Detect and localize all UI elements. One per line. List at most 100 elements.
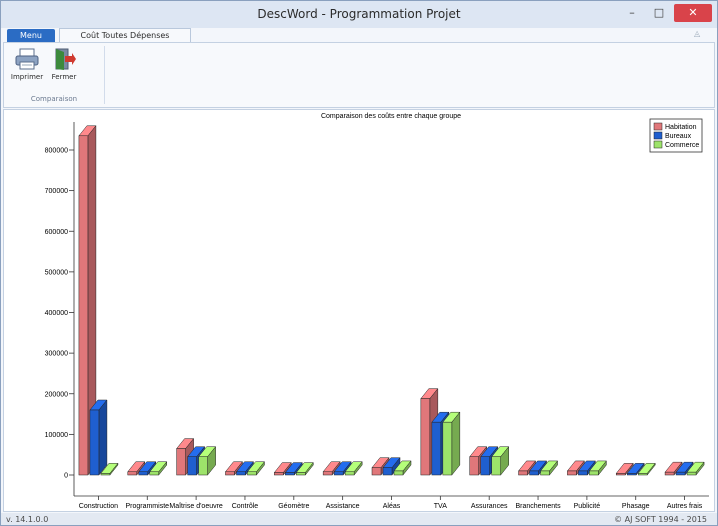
bar-front-face (296, 472, 306, 476)
version-text: v. 14.1.0.0 (6, 515, 49, 524)
bar-front-face (431, 421, 442, 476)
x-tick-label: Branchements (515, 503, 561, 510)
bar-habitation (78, 125, 97, 476)
bar-front-face (442, 421, 453, 476)
status-bar: v. 14.1.0.0 © AJ SOFT 1994 - 2015 (1, 513, 717, 525)
chart-legend: Habitation Bureaux Commerce (649, 118, 703, 153)
print-button[interactable]: Imprimer (10, 47, 44, 91)
y-tick-label: 200000 (45, 391, 68, 398)
bar-front-face (149, 471, 160, 476)
close-button-label: Fermer (51, 73, 77, 81)
bar-front-face (675, 471, 686, 476)
bar-front-face (480, 456, 490, 476)
legend-swatch-habitation (653, 122, 663, 131)
bar-front-face (578, 470, 588, 476)
ribbon-group-divider (104, 46, 105, 104)
minimize-button[interactable]: – (629, 6, 635, 19)
bar-commerce (637, 462, 656, 476)
bar-bureaux (626, 462, 645, 476)
x-tick-label: Assistance (326, 503, 360, 510)
copyright-text: © AJ SOFT 1994 - 2015 (614, 515, 707, 524)
bar-front-face (78, 135, 89, 476)
bar-front-face (176, 448, 186, 476)
bar-front-face (138, 471, 149, 476)
x-tick-label: Publicité (574, 503, 601, 510)
chart-panel: Comparaison des coûts entre chaque group… (3, 109, 715, 512)
bar-front-face (529, 470, 539, 476)
legend-label-commerce: Commerce (665, 142, 699, 149)
chart-bars (78, 125, 705, 476)
bar-habitation (273, 461, 292, 476)
comparison-bar-chart: Comparaison des coûts entre chaque group… (45, 113, 709, 510)
bar-front-face (344, 471, 355, 476)
bar-front-face (491, 456, 501, 476)
x-tick-label: Phasage (622, 503, 650, 510)
bar-front-face (127, 471, 138, 476)
bar-front-face (236, 471, 246, 476)
bar-commerce (149, 461, 168, 476)
bar-commerce (344, 461, 363, 476)
bar-commerce (198, 446, 217, 476)
bar-front-face (100, 473, 111, 476)
bar-commerce (442, 411, 461, 476)
bar-front-face (589, 470, 599, 476)
bar-front-face (371, 467, 382, 476)
bar-side-face (451, 411, 461, 476)
close-button[interactable]: Fermer (48, 47, 80, 91)
y-tick-label: 100000 (45, 432, 68, 439)
y-tick-label: 600000 (45, 229, 68, 236)
bar-front-face (637, 473, 648, 476)
y-tick-label: 300000 (45, 351, 68, 358)
tab-cout-toutes-depenses[interactable]: Coût Toutes Dépenses Confondues (59, 28, 191, 53)
ribbon-panel: Imprimer Fermer Comparaison (3, 42, 715, 108)
bar-commerce (295, 461, 314, 476)
legend-label-habitation: Habitation (665, 124, 697, 131)
ribbon-group-label: Comparaison (30, 95, 78, 103)
bar-front-face (518, 470, 528, 476)
bar-bureaux (529, 460, 548, 476)
bar-front-face (187, 456, 197, 476)
bar-front-face (664, 471, 675, 476)
close-window-button[interactable]: ✕ (674, 4, 712, 22)
print-button-label: Imprimer (10, 73, 44, 81)
y-tick-label: 400000 (45, 310, 68, 317)
bar-front-face (540, 470, 550, 476)
x-tick-label: Construction (79, 503, 118, 510)
ribbon-collapse-icon[interactable]: ◬ (694, 29, 701, 38)
bar-front-face (247, 471, 257, 476)
x-tick-label: Aléas (383, 503, 401, 510)
bar-front-face (322, 471, 333, 476)
bar-front-face (686, 471, 697, 476)
bar-front-face (567, 470, 577, 476)
x-tick-label: Autres frais (667, 503, 703, 510)
legend-label-bureaux: Bureaux (665, 133, 692, 140)
bar-front-face (333, 471, 344, 476)
chart-axes: 0 100000 200000 300000 400000 500000 600000 700… (45, 122, 709, 510)
x-tick-label: Programmiste (125, 503, 169, 510)
bar-commerce (393, 460, 412, 476)
bar-commerce (686, 461, 705, 476)
y-tick-label: 800000 (45, 148, 68, 155)
x-tick-label: TVA (434, 503, 447, 510)
bar-habitation (518, 460, 537, 476)
y-tick-label: 0 (64, 473, 68, 480)
bar-front-face (285, 472, 295, 476)
y-tick-label: 500000 (45, 269, 68, 276)
bar-front-face (615, 473, 626, 476)
exit-door-icon (55, 48, 76, 70)
menu-tab[interactable]: Menu (7, 29, 55, 42)
bar-commerce (588, 460, 607, 476)
bar-commerce (246, 461, 265, 476)
window-title: DescWord - Programmation Projet (257, 7, 461, 21)
bar-commerce (100, 462, 119, 476)
ribbon-tab-row: Menu Coût Toutes Dépenses Confondues ◬ (1, 28, 717, 53)
bar-front-face (626, 473, 637, 476)
bar-front-face (89, 409, 100, 476)
title-bar: DescWord - Programmation Projet – □ ✕ (1, 1, 717, 28)
bar-bureaux (89, 399, 108, 476)
bar-commerce (540, 460, 559, 476)
legend-swatch-commerce (653, 140, 663, 149)
maximize-button[interactable]: □ (653, 6, 665, 19)
bar-habitation (615, 462, 634, 476)
